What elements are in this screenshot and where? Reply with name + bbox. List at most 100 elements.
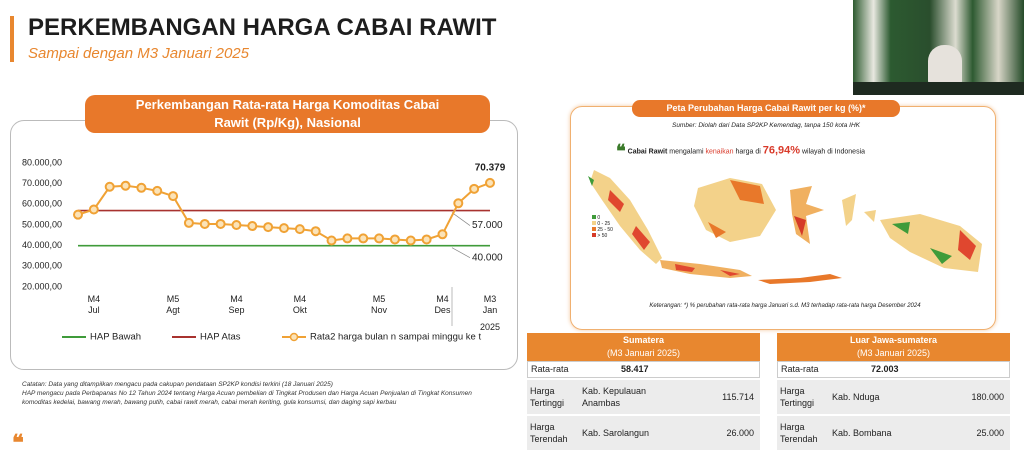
data-point (405, 235, 416, 246)
table-row: Harga Terendah Kab. Sarolangun 26.000 (527, 416, 760, 450)
y-tick-label: 50.000,00 (22, 219, 62, 229)
table-subtitle: (M3 Januari 2025) (606, 348, 681, 358)
value-label: 40.000 (472, 252, 503, 263)
row-label: Harga Terendah (530, 422, 568, 444)
statement-part: Cabai Rawit (627, 148, 668, 156)
row-region: Kab. Kepulauan Anambas (582, 386, 647, 408)
row-label: Harga Terendah (780, 422, 818, 444)
island-region (708, 180, 764, 238)
notes: Catatan: Data yang ditampilkan mengacu p… (22, 380, 492, 407)
row-value: 115.714 (722, 392, 754, 402)
statement-part: 76,94% (762, 144, 801, 157)
map-legend: 0 0 - 25 25 - 50 > 50 (592, 215, 613, 239)
x-tick-label: M4 Des (434, 294, 451, 315)
page-title: PERKEMBANGAN HARGA CABAI RAWIT (28, 14, 497, 41)
row-value: 180.000 (971, 392, 1004, 402)
average-value: 58.417 (621, 364, 649, 374)
island-region (608, 190, 650, 250)
quote-icon: ❝ (12, 430, 24, 455)
data-point (437, 229, 448, 240)
table-subtitle: (M3 Januari 2025) (856, 348, 931, 358)
label-connector (451, 212, 471, 226)
legend-label: 25 - 50 (597, 227, 613, 233)
x-tick-label: M4 Jul (87, 294, 101, 315)
statement-part: wilayah di Indonesia (801, 148, 866, 156)
label-connector (451, 247, 471, 258)
table-row: Harga Tertinggi Kab. Nduga 180.000 (777, 380, 1010, 414)
data-point (136, 182, 147, 193)
data-point (183, 217, 194, 228)
row-label: Harga Tertinggi (780, 386, 815, 408)
row-value: 26.000 (726, 428, 754, 438)
table-header: Sumatera (M3 Januari 2025) (527, 333, 760, 361)
map-note: Keterangan: *) % perubahan rata-rata har… (649, 303, 921, 309)
statement-part: mengalami (669, 148, 704, 156)
value-label: 70.379 (475, 163, 506, 174)
row-region: Kab. Sarolangun (582, 428, 650, 438)
average-row: Rata-rata 72.003 (777, 361, 1010, 378)
note: Catatan: Data yang ditampilkan mengacu p… (22, 381, 333, 388)
x-tick-label: M5 Nov (371, 294, 388, 315)
y-tick-label: 20.000,00 (22, 281, 62, 291)
island (660, 260, 752, 278)
data-point (310, 226, 321, 237)
page-subtitle: Sampai dengan M3 Januari 2025 (28, 45, 249, 62)
x-tick-label: M5 Agt (166, 294, 180, 315)
x-tick-label: M4 Sep (228, 294, 245, 315)
legend-label: 0 (597, 215, 601, 221)
table-row: Harga Tertinggi Kab. Kepulauan Anambas 115… (527, 380, 760, 414)
legend-label: > 50 (597, 233, 608, 239)
data-point (469, 183, 480, 194)
legend-item: > 50 (592, 233, 613, 239)
statement-part: harga di (735, 148, 761, 156)
y-tick-label: 70.000,00 (22, 178, 62, 188)
summary-table: Luar Jawa-sumatera (M3 Januari 2025) Rata-… (777, 333, 1010, 450)
statement-part: kenaikan (705, 148, 734, 156)
map-source: Sumber: Diolah dari Data SP2KP Kemendag,… (671, 122, 860, 129)
x-tick-label: M4 Okt (292, 294, 307, 315)
island-region (958, 230, 976, 260)
island (758, 274, 842, 284)
data-point (120, 180, 131, 191)
data-point (389, 234, 400, 245)
data-point (104, 181, 115, 192)
data-point (88, 204, 99, 215)
data-point (453, 198, 464, 209)
legend-item: 0 (592, 215, 613, 221)
indonesia-map (588, 170, 982, 284)
data-point (374, 233, 385, 244)
island-region (892, 222, 952, 264)
y-tick-label: 80.000,00 (22, 157, 62, 167)
data-point (199, 218, 210, 229)
average-label: Rata-rata (781, 364, 819, 374)
row-label: Harga Tertinggi (530, 386, 565, 408)
data-point (326, 235, 337, 246)
y-tick-label: 60.000,00 (22, 199, 62, 209)
row-region: Kab. Bombana (832, 428, 892, 438)
chart: 20.000,00 30.000,00 40.000,00 50.000,00 60.0… (22, 157, 506, 342)
average-label: Rata-rata (531, 364, 569, 374)
data-point (152, 185, 163, 196)
legend-label: 0 - 25 (597, 221, 611, 227)
data-point (215, 218, 226, 229)
data-point (168, 191, 179, 202)
year-label: 2025 (479, 322, 501, 332)
y-tick-label: 40.000,00 (22, 240, 62, 250)
row-region: Kab. Nduga (832, 392, 880, 402)
data-point (294, 224, 305, 235)
legend-item: 25 - 50 (592, 227, 613, 233)
video-desk (853, 82, 1024, 95)
chart-title: Perkembangan Rata-rata Harga Komoditas C… (85, 95, 490, 133)
table-title: Luar Jawa-sumatera (849, 335, 938, 345)
average-row: Rata-rata 58.417 (527, 361, 760, 378)
island-region (794, 216, 806, 236)
quote-icon: ❝ (616, 141, 626, 161)
data-point (279, 223, 289, 234)
island (790, 186, 824, 244)
accent-bar (10, 16, 14, 62)
x-tick-label: M3 Jan (482, 294, 498, 315)
y-tick-label: 30.000,00 (22, 261, 62, 271)
row-value: 25.000 (976, 428, 1004, 438)
table-row: Harga Terendah Kab. Bombana 25.000 (777, 416, 1010, 450)
table-header: Luar Jawa-sumatera (M3 Januari 2025) (777, 333, 1010, 361)
